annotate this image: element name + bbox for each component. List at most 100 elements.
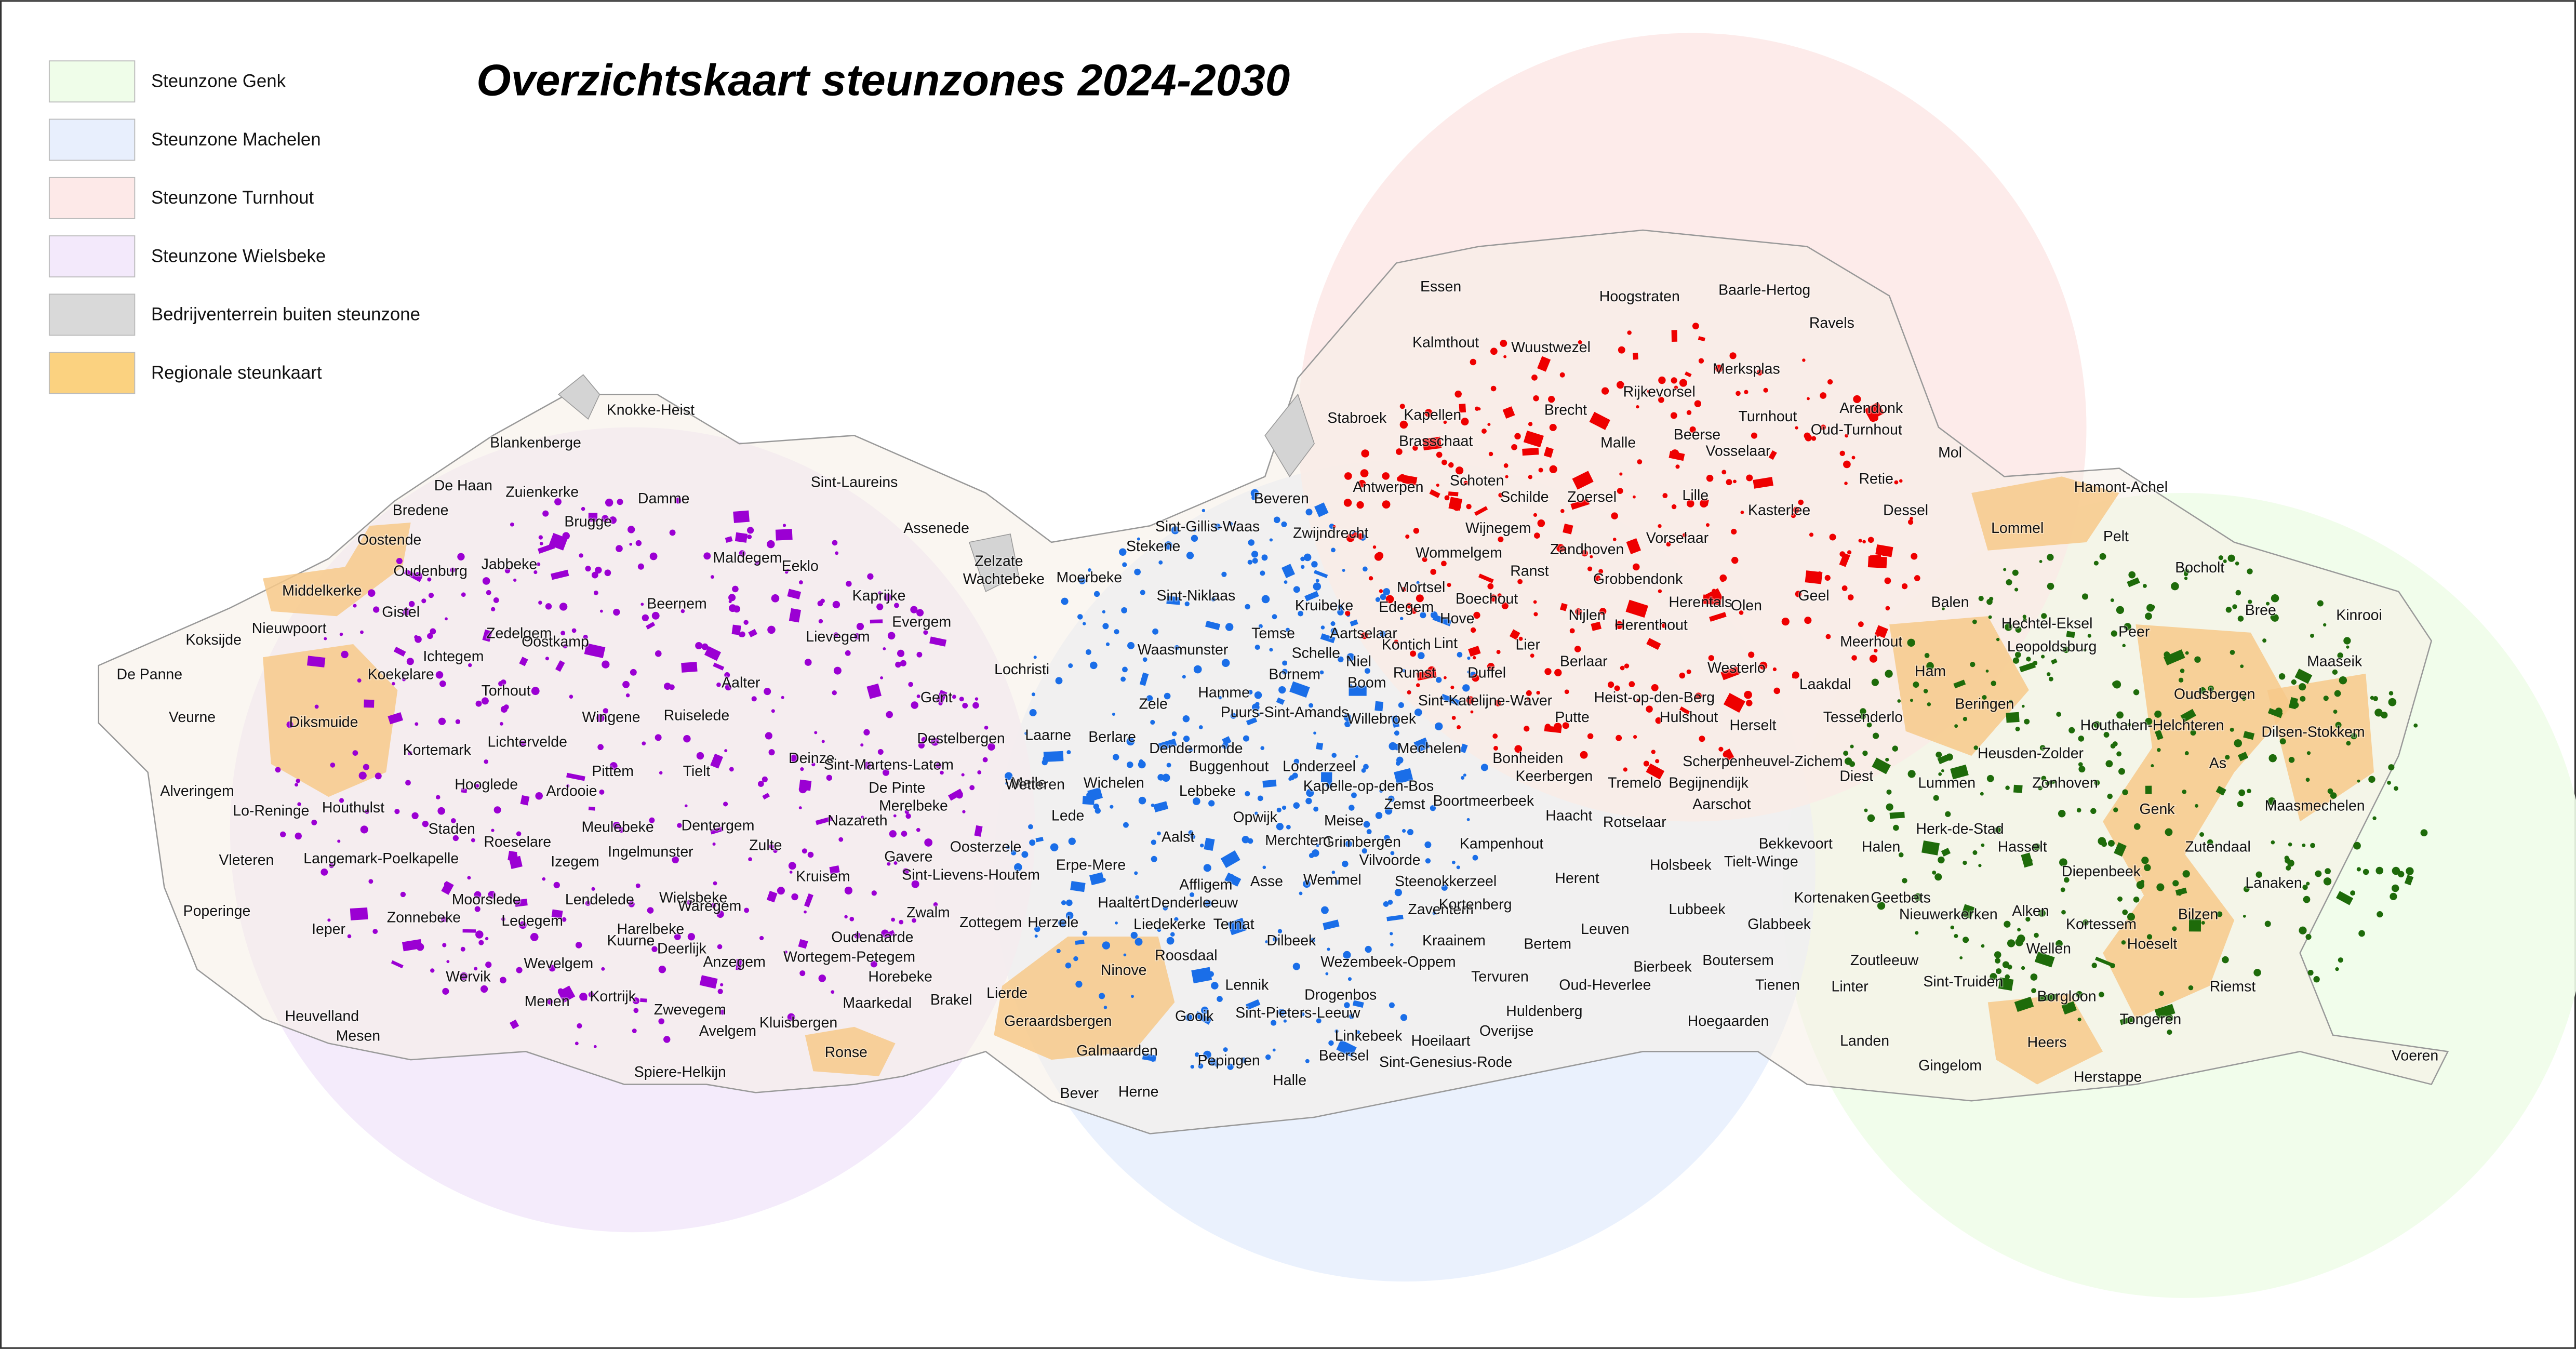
place-label: Herentals bbox=[1669, 594, 1732, 610]
site bbox=[1839, 553, 1850, 567]
site bbox=[1942, 607, 1945, 610]
site bbox=[2313, 976, 2320, 983]
site bbox=[554, 498, 562, 505]
place-label: Diest bbox=[1839, 768, 1873, 785]
site bbox=[1994, 951, 2001, 958]
site bbox=[295, 783, 298, 787]
site bbox=[1795, 426, 1798, 430]
place-label: Ravels bbox=[1809, 315, 1854, 331]
site bbox=[1911, 553, 1918, 560]
site bbox=[2024, 718, 2030, 725]
site bbox=[1560, 509, 1565, 513]
site bbox=[987, 743, 995, 751]
site bbox=[1394, 743, 1401, 751]
place-label: Wachtebeke bbox=[963, 571, 1045, 587]
site bbox=[1257, 795, 1263, 802]
site bbox=[2005, 785, 2010, 790]
site bbox=[1102, 878, 1106, 882]
site bbox=[2025, 916, 2031, 922]
site bbox=[729, 767, 734, 772]
site bbox=[1443, 420, 1447, 424]
site bbox=[2013, 784, 2023, 793]
site bbox=[566, 784, 570, 788]
site bbox=[1416, 594, 1424, 603]
site bbox=[462, 929, 476, 933]
place-label: Deinze bbox=[789, 750, 835, 767]
site bbox=[826, 774, 833, 781]
site bbox=[833, 632, 839, 638]
site bbox=[2230, 727, 2234, 732]
site bbox=[632, 997, 640, 1005]
place-label: Heers bbox=[2027, 1034, 2067, 1051]
site bbox=[789, 871, 793, 874]
site bbox=[1853, 395, 1861, 404]
site bbox=[1351, 792, 1357, 798]
site bbox=[1356, 1030, 1360, 1035]
site bbox=[2112, 681, 2118, 687]
place-label: Gingelom bbox=[1918, 1057, 1982, 1074]
site bbox=[854, 633, 861, 639]
site bbox=[2021, 852, 2033, 868]
place-label: Kortenberg bbox=[1439, 896, 1512, 913]
place-label: Beveren bbox=[1254, 490, 1309, 507]
site bbox=[1416, 683, 1420, 687]
site bbox=[2184, 569, 2190, 575]
site bbox=[1305, 1059, 1310, 1063]
place-label: Zoutleeuw bbox=[1850, 952, 1919, 969]
site bbox=[430, 968, 435, 973]
site bbox=[1269, 648, 1273, 652]
place-label: Affligem bbox=[1179, 876, 1232, 893]
place-label: Bree bbox=[2245, 602, 2276, 619]
site bbox=[2012, 657, 2020, 664]
site bbox=[1083, 622, 1086, 625]
site bbox=[2167, 1029, 2172, 1035]
site bbox=[2180, 709, 2196, 723]
site bbox=[2146, 934, 2153, 940]
site bbox=[1932, 870, 1937, 875]
place-label: Kruisem bbox=[796, 869, 850, 885]
place-label: Herselt bbox=[1729, 717, 1776, 734]
site bbox=[1662, 493, 1668, 499]
site bbox=[2116, 751, 2122, 757]
site bbox=[352, 750, 358, 756]
place-label: Antwerpen bbox=[1353, 479, 1423, 496]
place-label: Oudenburg bbox=[393, 563, 467, 579]
place-label: Wemmel bbox=[1303, 872, 1362, 888]
site bbox=[846, 581, 852, 587]
site bbox=[585, 901, 591, 906]
site bbox=[1166, 763, 1171, 768]
site bbox=[1753, 477, 1773, 489]
site bbox=[1293, 802, 1300, 809]
site bbox=[1285, 627, 1290, 633]
site bbox=[2271, 840, 2275, 845]
site bbox=[542, 510, 549, 517]
site bbox=[1272, 614, 1277, 620]
site bbox=[1658, 524, 1662, 528]
place-label: Herenthout bbox=[1614, 617, 1688, 634]
site bbox=[881, 929, 889, 938]
site bbox=[321, 868, 328, 876]
site bbox=[663, 1036, 671, 1043]
site bbox=[1575, 608, 1582, 616]
site bbox=[1998, 977, 2014, 991]
site bbox=[1991, 680, 1996, 686]
site bbox=[1311, 938, 1315, 943]
site bbox=[1384, 835, 1390, 841]
site bbox=[1581, 550, 1588, 557]
place-label: Tongeren bbox=[2120, 1011, 2182, 1028]
site bbox=[1954, 933, 1958, 938]
site bbox=[1246, 717, 1258, 726]
place-label: De Panne bbox=[117, 666, 183, 683]
site bbox=[1910, 699, 1913, 702]
place-label: Westerlo bbox=[1707, 660, 1766, 676]
site bbox=[1412, 445, 1418, 451]
site bbox=[1698, 358, 1704, 364]
site bbox=[1309, 703, 1314, 708]
site bbox=[480, 985, 488, 993]
site bbox=[736, 959, 742, 970]
site bbox=[2021, 966, 2025, 970]
site bbox=[2178, 677, 2184, 683]
place-label: Kuurne bbox=[607, 932, 655, 949]
site bbox=[1893, 824, 1899, 831]
place-label: Izegem bbox=[551, 853, 599, 870]
